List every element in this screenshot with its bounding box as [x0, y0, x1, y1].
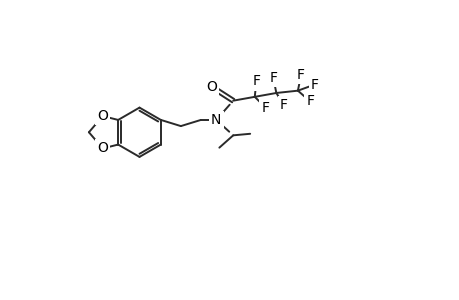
- Text: F: F: [310, 77, 318, 92]
- Text: F: F: [306, 94, 313, 108]
- Text: O: O: [97, 109, 108, 123]
- Text: F: F: [261, 100, 269, 115]
- Text: F: F: [252, 74, 260, 88]
- Text: N: N: [211, 113, 221, 127]
- Text: O: O: [206, 80, 217, 94]
- Text: F: F: [297, 68, 304, 82]
- Text: F: F: [280, 98, 287, 112]
- Text: O: O: [97, 141, 108, 155]
- Text: F: F: [269, 70, 277, 85]
